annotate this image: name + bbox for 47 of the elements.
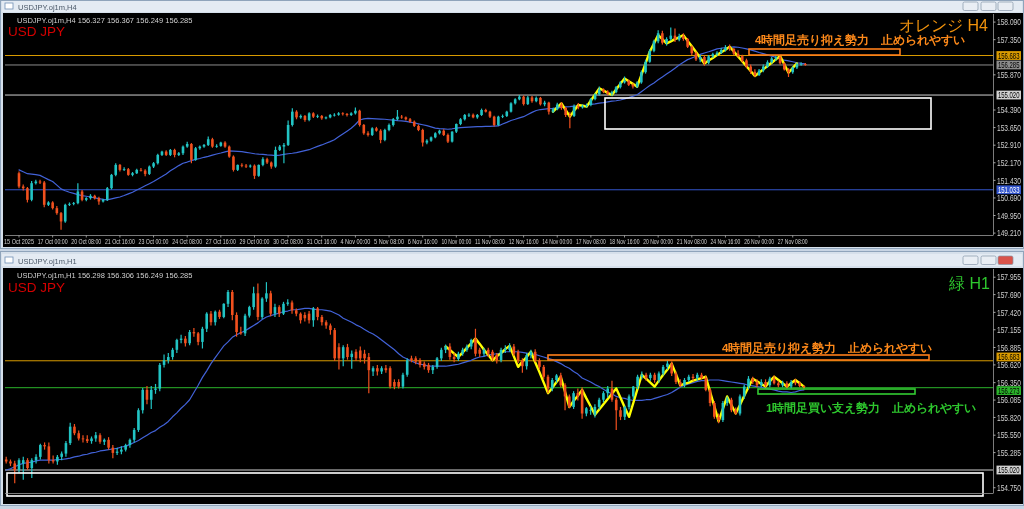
y-tick-label: 154.750	[997, 483, 1021, 494]
y-tick-label: 152.910	[997, 140, 1021, 151]
x-tick-label: 10 Nov 00:00	[441, 236, 472, 245]
y-tick-label: 154.390	[997, 105, 1021, 116]
y-tick-label: 153.650	[997, 122, 1021, 134]
y-tick-label: 156.085	[997, 395, 1021, 406]
x-tick-label: 21 Nov 08:00	[676, 236, 707, 245]
y-tick-label: 155.820	[997, 412, 1021, 423]
y-tick-label: 158.090	[997, 17, 1021, 28]
price-tag: 151.033	[998, 184, 1020, 196]
annotation: 1時間足買い支え勢力 止められやすい	[766, 402, 977, 414]
y-tick-label: 149.210	[997, 228, 1021, 239]
y-tick-label: 155.285	[997, 447, 1021, 459]
x-tick-label: 27 Nov 08:00	[777, 236, 808, 245]
annotation: 4時間足売り抑え勢力 止められやすい	[755, 34, 966, 46]
price-tag: 156.273	[998, 385, 1020, 396]
price-tag: 155.020	[998, 464, 1020, 476]
y-tick-label: 150.690	[997, 193, 1021, 204]
price-tag: 156.285	[998, 59, 1020, 71]
price-tag: 156.683	[998, 351, 1020, 363]
x-tick-label: 26 Nov 00:00	[744, 236, 775, 245]
y-tick-label: 157.350	[997, 34, 1021, 46]
x-tick-label: 20 Nov 00:00	[643, 236, 674, 245]
x-tick-label: 24 Nov 16:00	[710, 236, 741, 245]
price-tag: 156.683	[998, 50, 1020, 61]
annotation: 緑 H1	[949, 275, 990, 292]
x-tick-label: 14 Nov 00:00	[542, 236, 573, 245]
annotation: 4時間足売り抑え勢力 止められやすい	[722, 342, 933, 354]
price-tag: 155.020	[998, 90, 1020, 101]
y-tick-label: 156.885	[997, 342, 1021, 353]
x-tick-label: 11 Nov 08:00	[475, 236, 505, 245]
y-tick-label: 155.870	[997, 70, 1021, 81]
y-tick-label: 152.170	[997, 158, 1021, 169]
y-tick-label: 157.690	[997, 289, 1021, 301]
annotation: オレンジ H4	[899, 17, 988, 34]
y-tick-label: 156.620	[997, 360, 1021, 371]
y-tick-label: 157.420	[997, 307, 1021, 318]
y-tick-label: 157.955	[997, 272, 1021, 283]
y-tick-label: 149.950	[997, 210, 1021, 222]
y-tick-label: 155.550	[997, 430, 1021, 441]
title: USD JPY	[8, 280, 65, 295]
x-tick-label: 18 Nov 16:00	[609, 236, 640, 245]
title: USD JPY	[8, 24, 65, 39]
x-tick-label: 12 Nov 16:00	[508, 236, 539, 245]
y-tick-label: 151.430	[997, 175, 1021, 186]
x-tick-label: 17 Nov 08:00	[575, 236, 606, 245]
y-tick-label: 157.155	[997, 325, 1021, 336]
